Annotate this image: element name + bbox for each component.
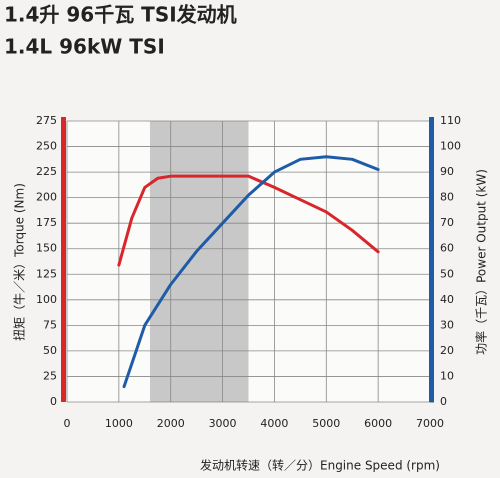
y2-tick-label: 50 [440,267,454,280]
chart-subtitle: 1.4L 96kW TSI [4,35,165,59]
y2-tick-label: 90 [440,165,454,178]
chart-title: 1.4升 96千瓦 TSI发动机 [4,3,237,27]
x-tick-label: 2000 [157,417,185,430]
y-tick-label: 250 [36,140,57,153]
x-tick-label: 1000 [105,417,133,430]
y-tick-label: 275 [36,114,57,127]
y2-axis-bar [429,117,434,402]
y-tick-label: 0 [50,395,57,408]
y-tick-label: 75 [43,318,57,331]
y-tick-label: 100 [36,293,57,306]
y2-tick-label: 60 [440,242,454,255]
x-tick-label: 7000 [416,417,444,430]
x-tick-label: 6000 [364,417,392,430]
y-tick-label: 175 [36,216,57,229]
y2-tick-label: 80 [440,191,454,204]
y-axis-label: 扭矩（牛／米）Torque (Nm) [12,183,27,341]
y2-tick-label: 70 [440,216,454,229]
y2-tick-label: 30 [440,318,454,331]
line-series [117,174,380,267]
x-tick-label: 0 [64,417,71,430]
x-tick-label: 3000 [209,417,237,430]
x-axis-label: 发动机转速（转／分）Engine Speed (rpm) [200,458,440,473]
shaded-range [149,121,249,402]
y-tick-label: 150 [36,242,57,255]
x-tick-label: 5000 [312,417,340,430]
y-tick-label: 50 [43,344,57,357]
y-tick-label: 200 [36,191,57,204]
y2-tick-label: 40 [440,293,454,306]
y-axis-bar [61,117,66,402]
y2-tick-label: 10 [440,369,454,382]
y2-tick-label: 0 [440,395,447,408]
y2-tick-label: 100 [440,140,461,153]
x-tick-label: 4000 [260,417,288,430]
y2-tick-label: 110 [440,114,461,127]
y2-tick-label: 20 [440,344,454,357]
y-tick-label: 25 [43,369,57,382]
line-series [122,155,380,389]
y-tick-label: 125 [36,267,57,280]
y-tick-label: 225 [36,165,57,178]
y2-axis-label: 功率（千瓦）Power Output (kW) [474,169,489,355]
